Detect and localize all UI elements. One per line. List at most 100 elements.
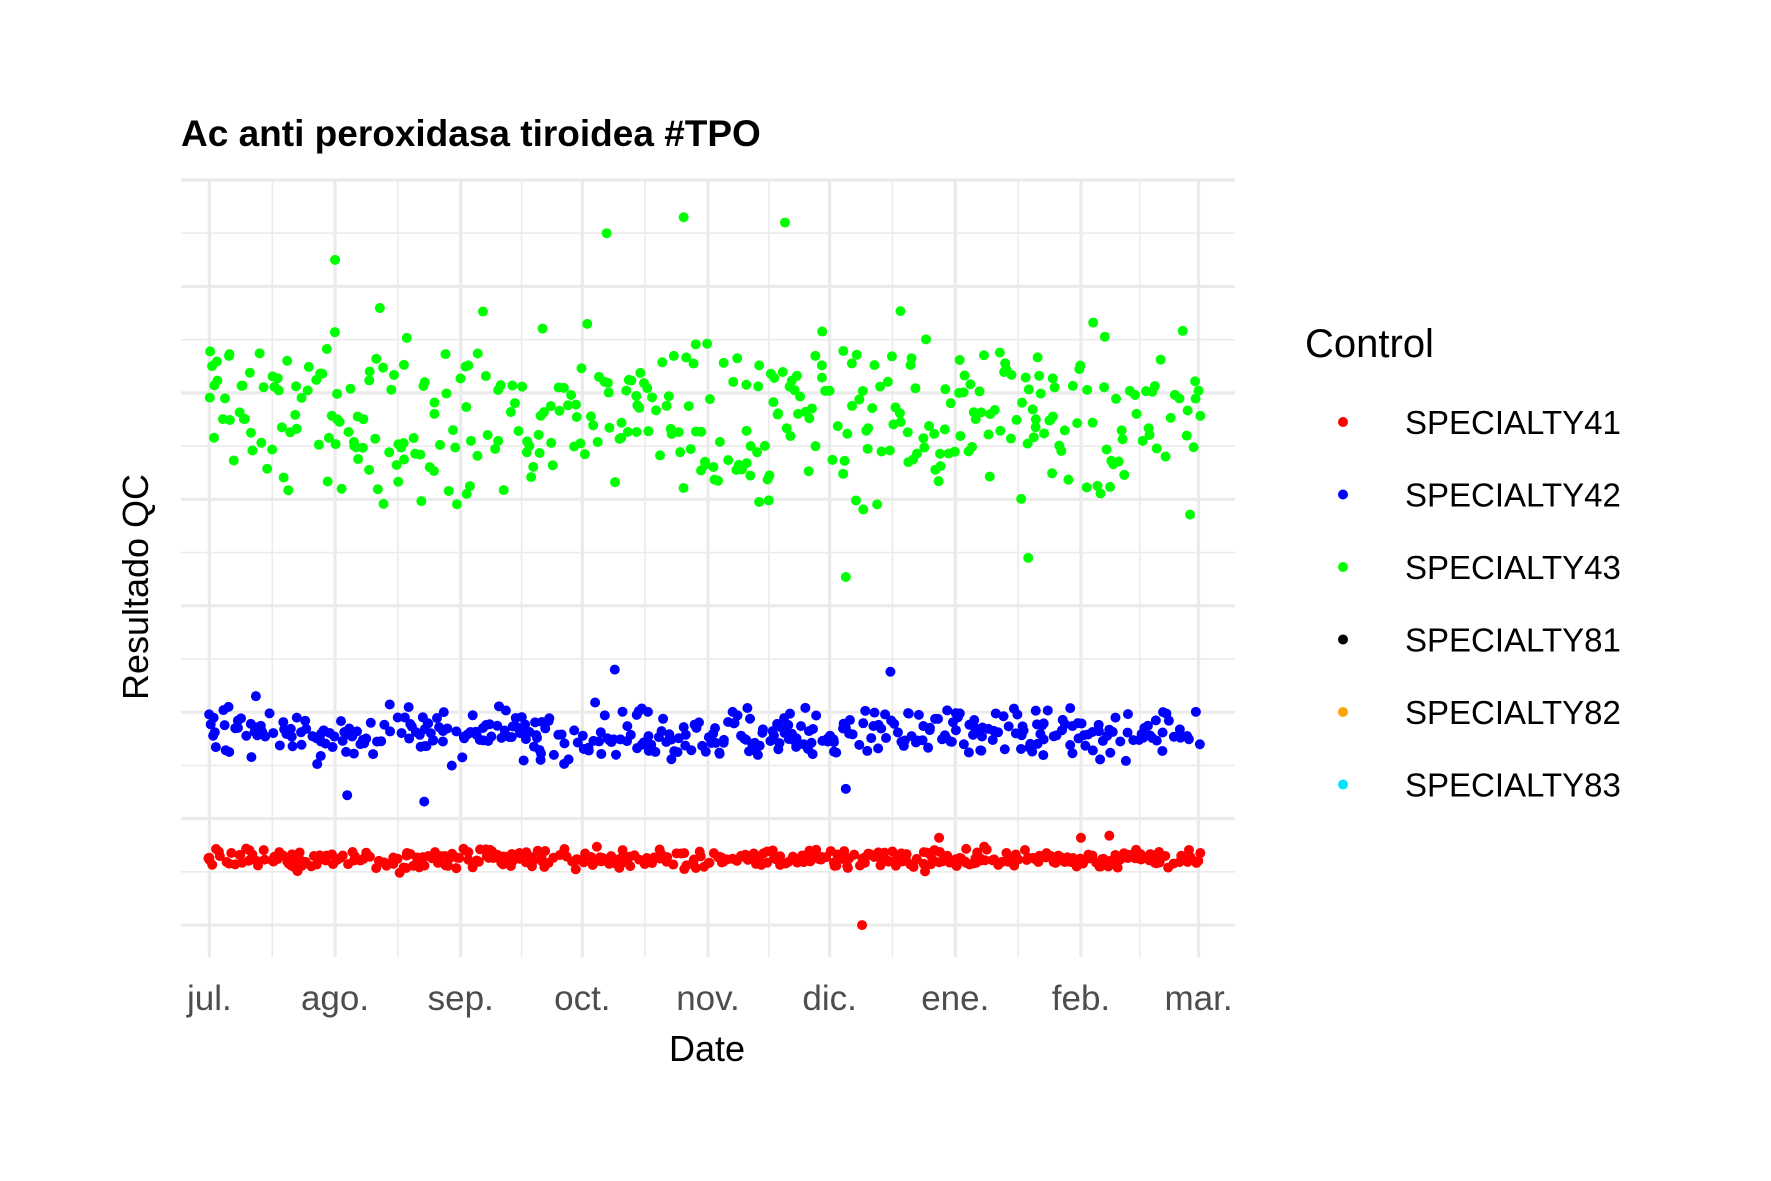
- data-point: [765, 368, 776, 379]
- data-point: [858, 718, 869, 729]
- data-point: [697, 740, 708, 751]
- data-point: [546, 437, 557, 448]
- data-point: [1112, 862, 1123, 873]
- data-point: [358, 414, 369, 425]
- data-point: [1006, 369, 1017, 380]
- data-point: [214, 851, 225, 862]
- data-point: [772, 409, 783, 420]
- x-tick-label: nov.: [676, 979, 740, 1018]
- data-point: [448, 425, 459, 436]
- data-point: [757, 724, 768, 735]
- data-point: [582, 318, 593, 329]
- data-point: [838, 468, 849, 479]
- data-point: [673, 427, 684, 438]
- data-point: [473, 856, 484, 867]
- data-point: [949, 446, 960, 457]
- data-point: [791, 370, 802, 381]
- data-point: [278, 472, 289, 483]
- data-point: [634, 402, 645, 413]
- data-point: [398, 437, 409, 448]
- data-point: [1065, 740, 1076, 751]
- data-point: [495, 380, 506, 391]
- data-point: [885, 666, 896, 677]
- legend-key-SPECIALTY42: [1338, 489, 1348, 500]
- data-point: [831, 860, 842, 871]
- data-point: [386, 384, 397, 395]
- x-tick-label: ago.: [301, 979, 369, 1018]
- data-point: [461, 488, 472, 499]
- data-point: [570, 399, 581, 410]
- data-point: [210, 742, 221, 753]
- data-point: [967, 441, 978, 452]
- data-point: [396, 728, 407, 739]
- data-point: [451, 863, 462, 874]
- data-point: [924, 421, 935, 432]
- data-point: [264, 708, 275, 719]
- data-point: [968, 407, 979, 418]
- data-point: [464, 481, 475, 492]
- data-point: [680, 729, 691, 740]
- data-point: [389, 369, 400, 380]
- data-point: [1038, 734, 1049, 745]
- data-point: [296, 392, 307, 403]
- data-point: [506, 856, 517, 867]
- series-SPECIALTY41: [203, 830, 1206, 931]
- data-point: [923, 742, 934, 753]
- data-point: [912, 448, 923, 459]
- data-point: [1099, 382, 1110, 393]
- data-point: [754, 496, 765, 507]
- data-point: [945, 736, 956, 747]
- data-point: [537, 323, 548, 334]
- data-point: [976, 407, 987, 418]
- data-point: [291, 423, 302, 434]
- data-point: [690, 863, 701, 874]
- data-point: [816, 372, 827, 383]
- data-point: [454, 853, 465, 864]
- legend-label: SPECIALTY81: [1405, 622, 1621, 659]
- data-point: [224, 415, 235, 426]
- data-point: [587, 860, 598, 871]
- data-point: [879, 847, 890, 858]
- data-point: [935, 461, 946, 472]
- data-point: [974, 386, 985, 397]
- data-point: [1157, 727, 1168, 738]
- data-point: [647, 392, 658, 403]
- grid: [181, 178, 1235, 957]
- data-point: [1034, 370, 1045, 381]
- legend-key-SPECIALTY82: [1338, 707, 1348, 717]
- data-point: [1022, 438, 1033, 449]
- data-point: [1174, 393, 1185, 404]
- data-point: [963, 747, 974, 758]
- data-point: [1094, 861, 1105, 872]
- data-point: [767, 845, 778, 856]
- data-point: [806, 737, 817, 748]
- data-point: [332, 388, 343, 399]
- data-point: [1012, 709, 1023, 720]
- data-point: [571, 411, 582, 422]
- data-point: [668, 350, 679, 361]
- data-point: [1122, 727, 1133, 738]
- data-point: [631, 390, 642, 401]
- data-point: [816, 360, 827, 371]
- data-point: [655, 450, 666, 461]
- data-point: [506, 732, 517, 743]
- data-point: [842, 862, 853, 873]
- data-point: [876, 446, 887, 457]
- data-point: [981, 844, 992, 855]
- data-point: [226, 848, 237, 859]
- data-point: [592, 436, 603, 447]
- data-point: [918, 433, 929, 444]
- data-point: [461, 402, 472, 413]
- data-point: [780, 217, 791, 228]
- x-tick-label: mar.: [1164, 979, 1232, 1018]
- data-point: [341, 746, 352, 757]
- data-point: [1095, 488, 1106, 499]
- data-point: [869, 360, 880, 371]
- data-point: [446, 760, 457, 771]
- data-point: [595, 727, 606, 738]
- data-point: [441, 388, 452, 399]
- data-point: [540, 846, 551, 857]
- data-point: [828, 737, 839, 748]
- data-point: [570, 864, 581, 875]
- data-point: [463, 360, 474, 371]
